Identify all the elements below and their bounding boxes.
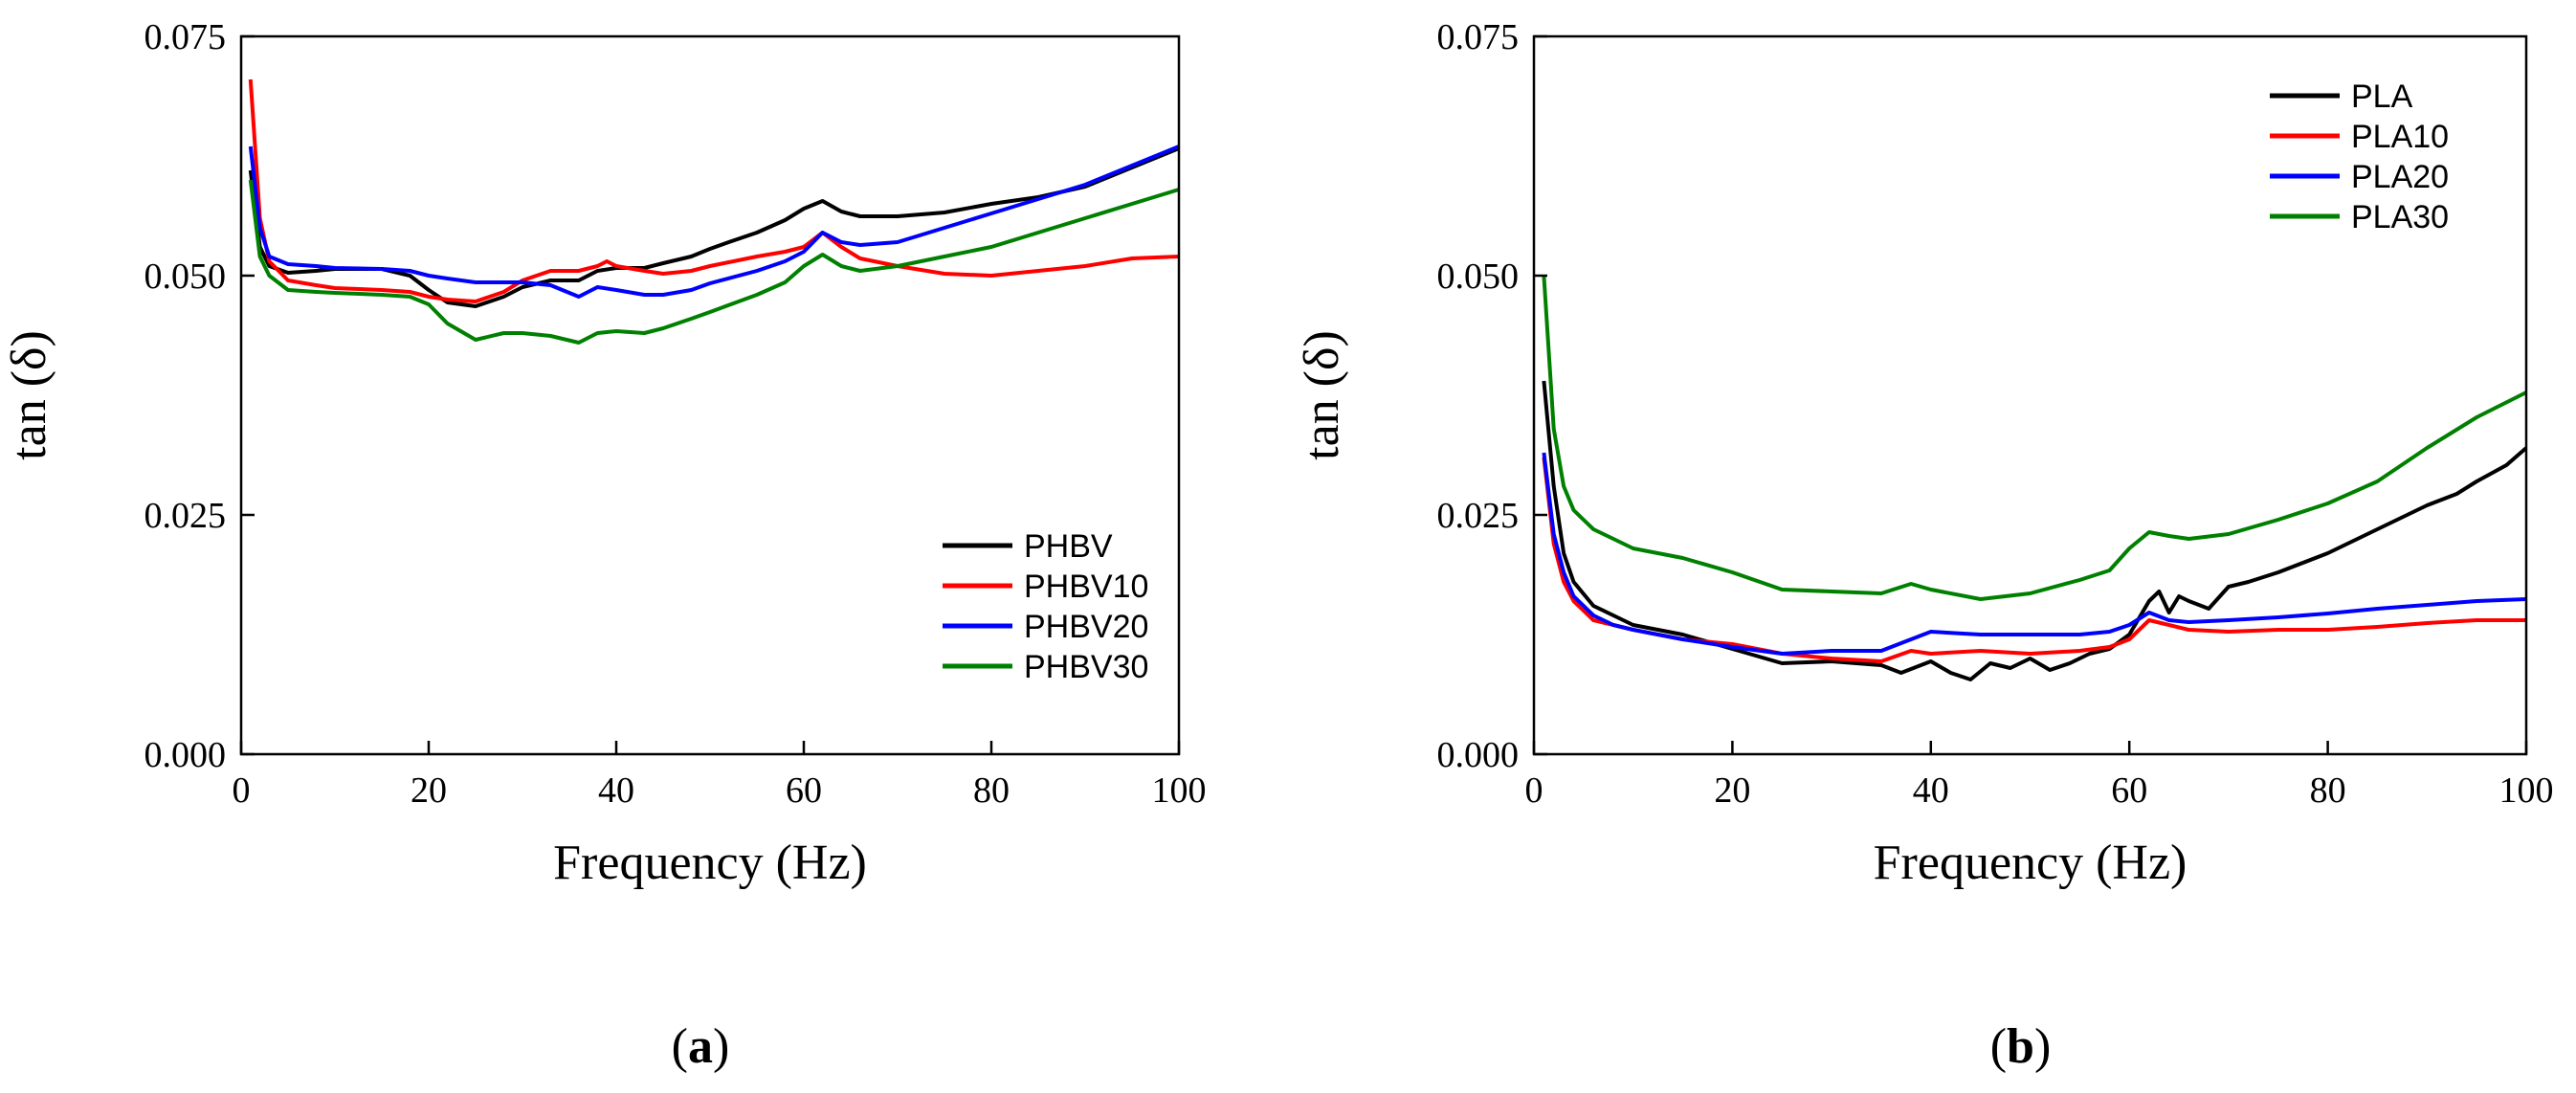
- panel-a-caption-close: ): [713, 1019, 729, 1074]
- panel-a-y-tick-label: 0.000: [144, 735, 227, 775]
- panel-b-series-line-pla: [1542, 380, 2528, 681]
- panel-b-caption-open: (: [1990, 1019, 2007, 1074]
- panel-a-caption-letter: a: [688, 1019, 713, 1074]
- panel-b-legend-label-pla: PLA: [2351, 78, 2413, 115]
- panel-b-x-tick-label: 100: [2499, 770, 2554, 811]
- panel-a-series-line-phbv30: [248, 179, 1180, 345]
- panel-b-series: [1542, 275, 2528, 681]
- panel-a-y-axis-title: tan (δ): [2, 330, 56, 460]
- panel-b-x-axis-title: Frequency (Hz): [1874, 836, 2187, 890]
- panel-a-plot-frame: [239, 34, 1181, 756]
- panel-a-x-tick-label: 100: [1152, 770, 1207, 811]
- panel-b-legend-label-pla20: PLA20: [2351, 159, 2449, 195]
- panel-b-y-tick-label: 0.075: [1437, 17, 1520, 57]
- panel-a-y-tick-labels: 0.000 0.025 0.050 0.075: [144, 17, 227, 775]
- panel-a-series-line-phbv20: [248, 145, 1180, 299]
- panel-b-plot-frame: [1532, 34, 2528, 756]
- panel-a: 0 20 40 60 80 100 0.000 0.025 0.050 0.07…: [2, 17, 1207, 1074]
- panel-b-y-axis-title: tan (δ): [1295, 330, 1349, 460]
- panel-b-y-tick-labels: 0.000 0.025 0.050 0.075: [1437, 17, 1520, 775]
- panel-a-y-tick-label: 0.025: [144, 496, 227, 536]
- panel-b-x-tick-label: 40: [1913, 770, 1949, 811]
- panel-b-x-tick-label: 80: [2310, 770, 2346, 811]
- panel-b-caption-letter: b: [2007, 1019, 2034, 1074]
- panel-a-x-tick-label: 20: [411, 770, 447, 811]
- panel-a-legend-label-phbv30: PHBV30: [1024, 649, 1148, 685]
- panel-a-y-tick-label: 0.050: [144, 257, 227, 297]
- panel-b-series-line-pla30: [1542, 275, 2527, 601]
- panel-a-series: [248, 78, 1180, 345]
- panel-a-x-tick-label: 40: [598, 770, 634, 811]
- panel-a-caption: (a): [672, 1019, 730, 1074]
- panel-b-x-tick-label: 60: [2111, 770, 2147, 811]
- panel-b-y-tick-marks: [1534, 34, 1547, 756]
- panel-b-x-tick-labels: 0 20 40 60 80 100: [1525, 770, 2554, 811]
- panel-a-x-tick-label: 60: [786, 770, 822, 811]
- panel-b-x-tick-label: 0: [1525, 770, 1543, 811]
- panel-a-caption-open: (: [672, 1019, 688, 1074]
- panel-b-series-line-pla20: [1542, 452, 2527, 656]
- panel-a-x-tick-label: 80: [973, 770, 1010, 811]
- panel-a-legend-label-phbv: PHBV: [1024, 528, 1113, 565]
- panel-a-series-line-phbv10: [248, 78, 1180, 303]
- panel-b-x-tick-label: 20: [1714, 770, 1750, 811]
- panel-b-caption: (b): [1990, 1019, 2052, 1074]
- panel-a-legend: PHBV PHBV10 PHBV20 PHBV30: [943, 528, 1148, 685]
- panel-b-legend-label-pla10: PLA10: [2351, 119, 2449, 155]
- panel-b-y-tick-label: 0.000: [1437, 735, 1520, 775]
- panel-a-x-tick-labels: 0 20 40 60 80 100: [233, 770, 1207, 811]
- panel-b-legend-label-pla30: PLA30: [2351, 199, 2449, 235]
- panel-b-y-tick-label: 0.025: [1437, 496, 1520, 536]
- panel-b-legend: PLA PLA10 PLA20 PLA30: [2270, 78, 2449, 235]
- panel-b: 0 20 40 60 80 100 0.000 0.025 0.050 0.07…: [1295, 17, 2554, 1074]
- panel-a-x-tick-label: 0: [233, 770, 251, 811]
- panel-b-x-tick-marks: [1532, 741, 2528, 754]
- panel-a-legend-label-phbv20: PHBV20: [1024, 609, 1148, 645]
- panel-b-caption-close: ): [2034, 1019, 2051, 1074]
- panel-a-y-tick-marks: [241, 34, 255, 756]
- panel-a-legend-label-phbv10: PHBV10: [1024, 569, 1148, 605]
- panel-a-x-tick-marks: [239, 741, 1181, 754]
- panel-a-y-tick-label: 0.075: [144, 17, 227, 57]
- panel-b-y-tick-label: 0.050: [1437, 257, 1520, 297]
- panel-a-x-axis-title: Frequency (Hz): [553, 836, 867, 890]
